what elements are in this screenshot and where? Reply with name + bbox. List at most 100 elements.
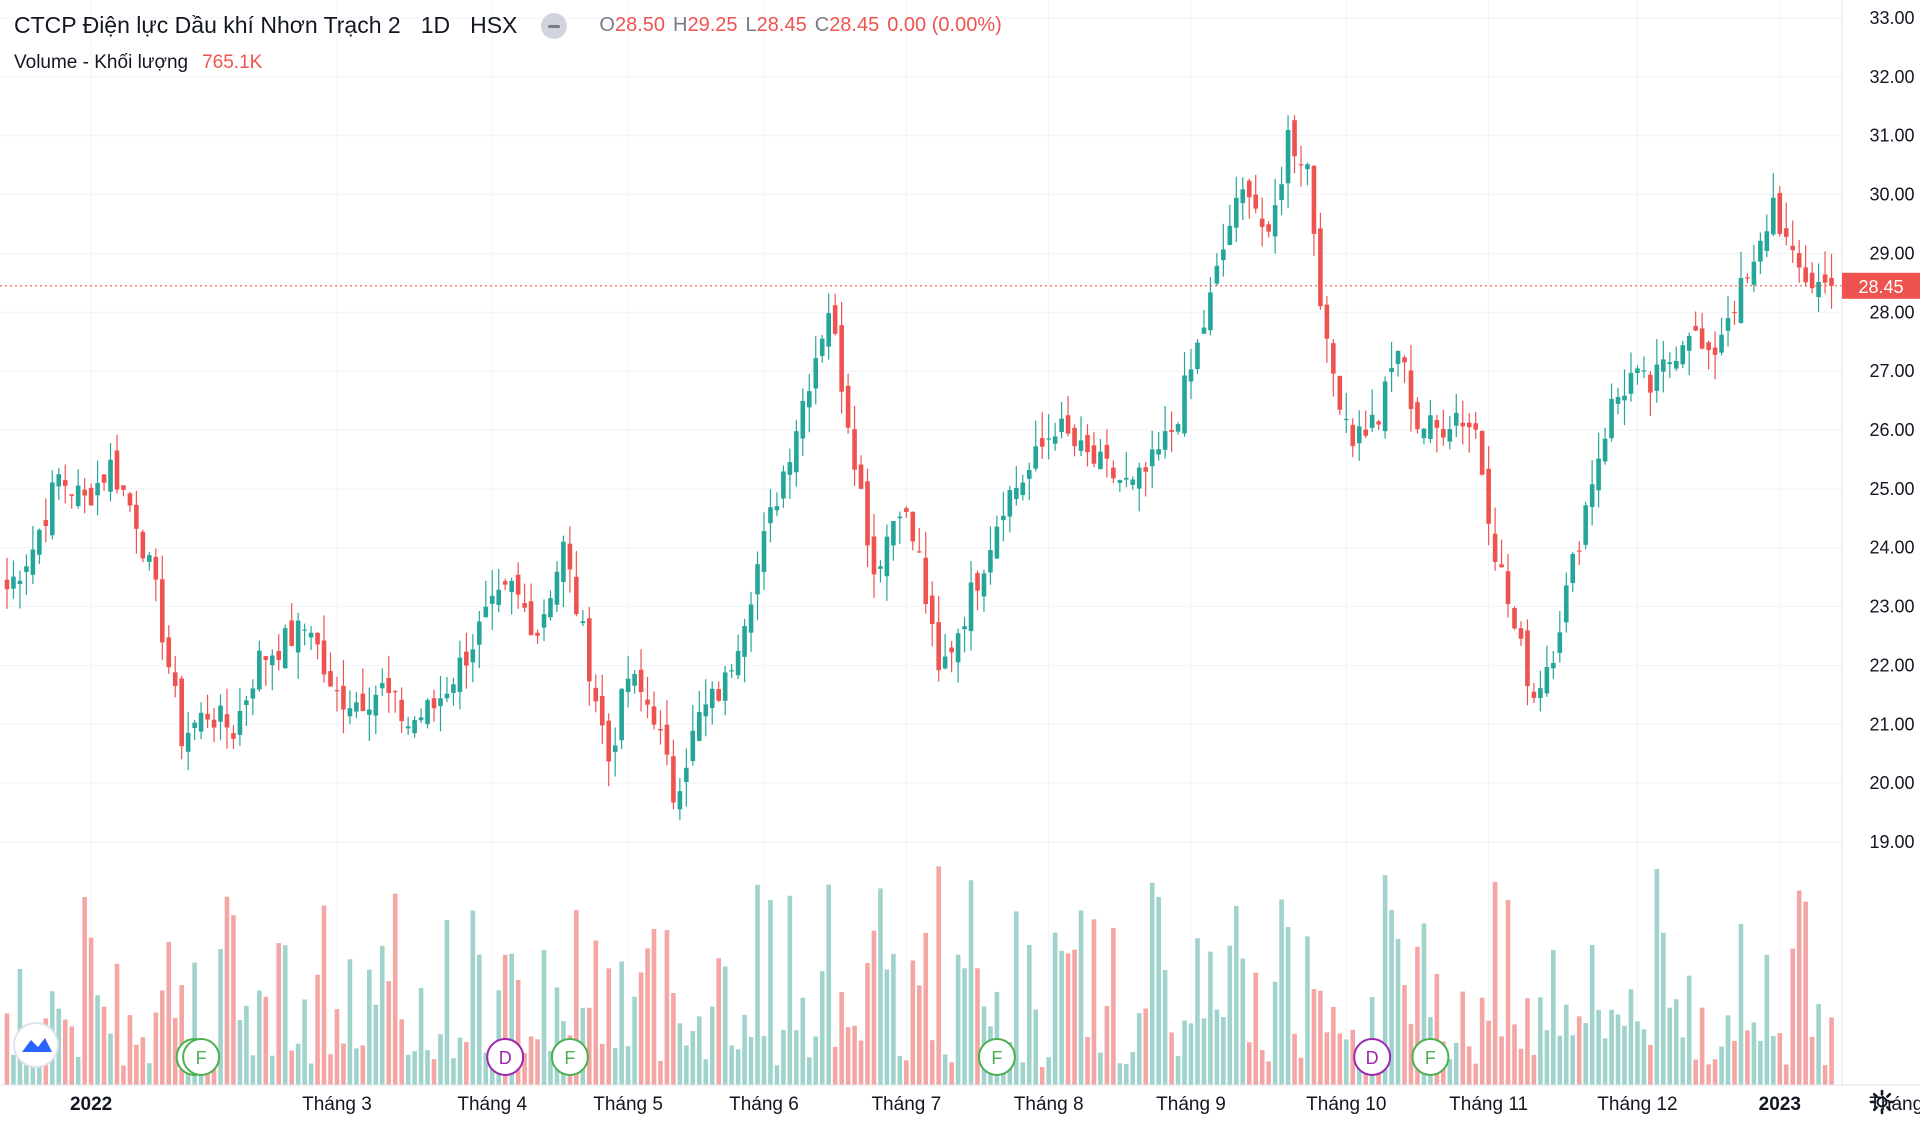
candle-body [360, 693, 366, 712]
candle-body [1149, 449, 1155, 467]
volume-bar [535, 1039, 540, 1085]
high-value: 29.25 [687, 14, 738, 36]
hide-indicator-button[interactable] [541, 12, 568, 39]
volume-bar [541, 949, 547, 1085]
candle-body [1641, 370, 1647, 372]
volume-bar [1460, 991, 1466, 1085]
volume-bar [1712, 1059, 1718, 1085]
candle-body [88, 487, 94, 506]
volume-bar [606, 968, 612, 1085]
volume-bar [62, 1019, 68, 1085]
candle-body [198, 712, 204, 732]
y-tick-label: 24.00 [1869, 538, 1914, 558]
candle-body [690, 730, 696, 761]
candle-body [651, 706, 657, 725]
candle-body [1441, 428, 1446, 438]
candle-body [1551, 662, 1556, 669]
candle-body [250, 688, 256, 699]
volume-bar [1544, 1030, 1550, 1085]
candle-body [1285, 129, 1291, 184]
gear-icon[interactable] [1868, 1088, 1896, 1116]
volume-bar [677, 1023, 683, 1085]
candle-body [1382, 381, 1388, 432]
candle-body [735, 650, 741, 676]
volume-bar [172, 1017, 178, 1085]
candle-body [509, 580, 514, 593]
time-axis[interactable] [0, 1085, 1842, 1126]
volume-bar [347, 959, 353, 1085]
exchange-label[interactable]: HSX [470, 12, 518, 38]
price-label-bg [1842, 272, 1920, 299]
volume-bar [1246, 1042, 1252, 1085]
candle-body [1279, 184, 1284, 201]
candle-body [1072, 427, 1077, 447]
candle-body [276, 650, 282, 660]
volume-bar [1777, 1033, 1783, 1085]
candle-body [1162, 431, 1168, 450]
volume-bar [1343, 1039, 1349, 1085]
volume-bar [1104, 1005, 1110, 1085]
volume-bar [936, 866, 941, 1085]
candle-body [1615, 396, 1621, 404]
candle-body [1046, 438, 1051, 440]
candle-body [1052, 436, 1058, 444]
volume-bar [282, 945, 288, 1085]
low-value: 28.45 [756, 14, 807, 36]
y-tick-label: 30.00 [1869, 185, 1914, 205]
candle-body [49, 482, 55, 536]
volume-bar [1673, 999, 1679, 1085]
candle-body [548, 598, 553, 618]
interval-label[interactable]: 1D [420, 12, 451, 38]
candle-body [1175, 424, 1181, 432]
candle-body [121, 485, 126, 490]
volume-bar [1408, 1023, 1414, 1085]
candle-body [1648, 374, 1653, 393]
volume-bar [360, 1045, 366, 1085]
y-tick-label: 19.00 [1869, 832, 1914, 852]
candle-body [1318, 228, 1323, 307]
volume-bar [1538, 997, 1543, 1085]
volume-bar [1331, 1006, 1336, 1085]
volume-bar [612, 1048, 618, 1085]
candle-body [1654, 364, 1660, 391]
candle-body [1201, 327, 1207, 334]
volume-bars [4, 866, 1834, 1085]
volume-bar [1512, 1024, 1517, 1085]
candle-body [955, 633, 961, 663]
price-axis[interactable] [1842, 0, 1920, 1085]
y-tick-label: 25.00 [1869, 479, 1914, 499]
event-marker-circle [486, 1038, 525, 1076]
candle-body [528, 601, 534, 636]
candle-body [1389, 367, 1394, 373]
volume-legend: Volume - Khối lượng 765.1K [14, 52, 262, 74]
volume-label[interactable]: Volume - Khối lượng [14, 52, 189, 73]
volume-bar [1725, 1015, 1731, 1085]
x-tick-label: Tháng 7 [871, 1094, 941, 1115]
volume-bar [438, 1034, 443, 1085]
candle-body [696, 711, 702, 741]
candle-body [1719, 334, 1724, 353]
candle-body [392, 691, 398, 693]
candle-body [1227, 225, 1233, 245]
volume-bar [871, 930, 877, 1085]
volume-bar [1738, 923, 1744, 1085]
candle-body [289, 620, 294, 646]
candle-body [904, 508, 909, 512]
volume-bar [1596, 1009, 1601, 1085]
symbol-name[interactable]: CTCP Điện lực Dầu khí Nhơn Trạch 2 [14, 12, 401, 38]
candle-body [1039, 438, 1045, 447]
volume-bar [690, 1031, 696, 1085]
x-tick-label: Tháng 8 [1014, 1094, 1084, 1115]
volume-bar [496, 990, 502, 1085]
volume-bar [179, 985, 184, 1085]
volume-bar [218, 949, 223, 1085]
candle-body [748, 604, 754, 633]
candle-body [1085, 434, 1090, 453]
symbol-legend: CTCP Điện lực Dầu khí Nhơn Trạch 2 1D HS… [14, 12, 1002, 39]
volume-bar [658, 1060, 663, 1085]
volume-bar [904, 1060, 909, 1085]
candle-body [839, 325, 844, 392]
candle-body [1661, 359, 1666, 372]
volume-bar [554, 987, 560, 1085]
